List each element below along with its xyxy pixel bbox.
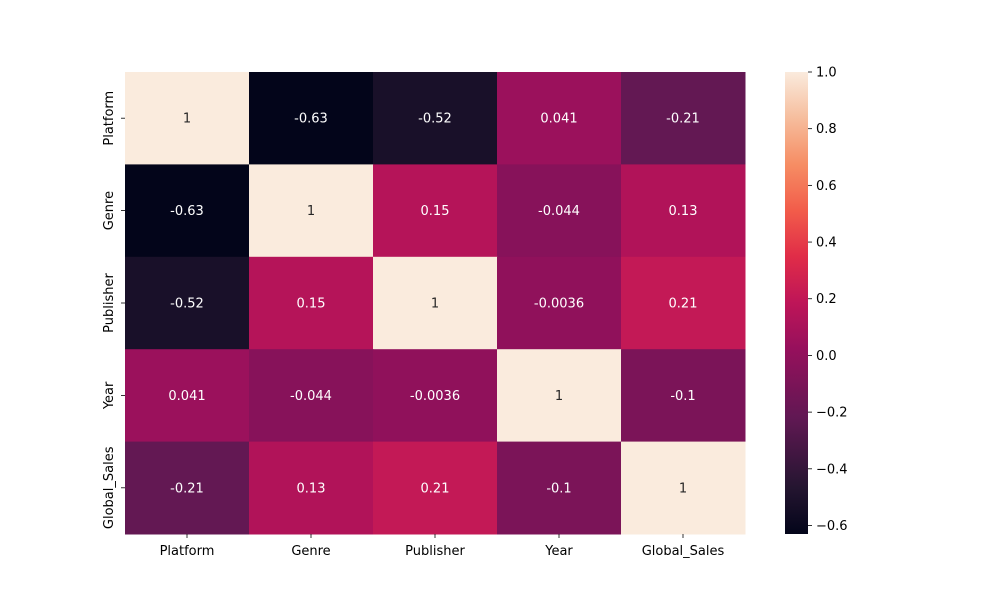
heatmap-cell	[497, 72, 622, 165]
colorbar-tick-label: 1.0	[816, 66, 837, 81]
cell-annotation: -0.1	[670, 389, 695, 404]
cell-annotation: 0.041	[540, 112, 577, 127]
cell-annotation: -0.63	[170, 204, 204, 219]
heatmap-cell	[249, 164, 374, 258]
cell-annotation: -0.1	[546, 481, 571, 496]
cell-annotation: 0.15	[421, 204, 450, 219]
cell-annotation: -0.044	[538, 204, 580, 219]
colorbar-tick-label: 0.4	[816, 236, 837, 251]
heatmap-cell	[621, 441, 746, 535]
cell-annotation: -0.0036	[410, 389, 460, 404]
cell-annotation: -0.21	[666, 112, 700, 127]
x-tick-label: Genre	[291, 544, 330, 559]
heatmap-cell	[249, 256, 374, 350]
colorbar-tick-label: 0.2	[816, 292, 837, 307]
heatmap-cell	[249, 72, 374, 165]
heatmap-cell	[497, 349, 622, 443]
y-axis: Platform Genre Publisher Year Global_Sales	[102, 91, 125, 529]
y-tick-label: Publisher	[102, 273, 117, 333]
cell-annotation: -0.21	[170, 481, 204, 496]
heatmap-cell	[497, 164, 622, 258]
y-tick-label: Global_Sales	[102, 446, 117, 529]
heatmap-cell	[621, 256, 746, 350]
heatmap-cell	[125, 72, 250, 165]
colorbar-gradient	[785, 72, 808, 534]
cell-annotation: -0.044	[290, 389, 332, 404]
colorbar-tick-label: 0.6	[816, 179, 837, 194]
heatmap-cells: 1 -0.63 -0.52 0.041 -0.21 -0.63 1 0.15 -0.044 0.1…	[125, 72, 746, 535]
y-tick-label: Year	[102, 381, 117, 410]
colorbar: 1.0 0.8 0.6 0.4 0.2 0.0 −0.2 −0.4 −0.6	[785, 66, 848, 534]
heatmap-cell	[621, 349, 746, 443]
heatmap-cell	[249, 441, 374, 535]
cell-annotation: 1	[183, 112, 191, 127]
heatmap-cell	[373, 441, 498, 535]
colorbar-tick-label: −0.6	[816, 519, 848, 534]
y-tick-label: Genre	[102, 191, 117, 230]
cell-annotation: 1	[431, 297, 439, 312]
heatmap-cell	[373, 256, 498, 350]
cell-annotation: 1	[307, 204, 315, 219]
heatmap-cell	[125, 349, 250, 443]
heatmap-cell	[125, 164, 250, 258]
heatmap-cell	[125, 256, 250, 350]
heatmap-cell	[373, 349, 498, 443]
cell-annotation: 0.041	[168, 389, 205, 404]
cell-annotation: 0.21	[669, 297, 698, 312]
cell-annotation: -0.52	[170, 297, 204, 312]
heatmap-cell	[497, 256, 622, 350]
heatmap-cell	[497, 441, 622, 535]
cell-annotation: 0.13	[297, 481, 326, 496]
cell-annotation: -0.0036	[534, 297, 584, 312]
cell-annotation: -0.63	[294, 112, 328, 127]
heatmap-cell	[373, 164, 498, 258]
heatmap-cell	[621, 72, 746, 165]
x-axis: Platform Genre Publisher Year Global_Sales	[160, 534, 725, 559]
colorbar-tick-label: −0.4	[816, 462, 848, 477]
cell-annotation: 0.21	[421, 481, 450, 496]
heatmap-cell	[249, 349, 374, 443]
cell-annotation: 0.15	[297, 297, 326, 312]
y-tick-label: Platform	[102, 91, 117, 146]
cell-annotation: 0.13	[669, 204, 698, 219]
heatmap-cell	[125, 441, 250, 535]
colorbar-tick-label: −0.2	[816, 406, 848, 421]
heatmap-cell	[621, 164, 746, 258]
x-tick-label: Publisher	[405, 544, 465, 559]
x-tick-label: Year	[544, 544, 573, 559]
x-tick-label: Platform	[160, 544, 215, 559]
colorbar-tick-label: 0.8	[816, 122, 837, 137]
cell-annotation: 1	[555, 389, 563, 404]
colorbar-tick-label: 0.0	[816, 349, 837, 364]
x-tick-label: Global_Sales	[642, 544, 725, 559]
heatmap-cell	[373, 72, 498, 165]
cell-annotation: 1	[679, 481, 687, 496]
cell-annotation: -0.52	[418, 112, 452, 127]
